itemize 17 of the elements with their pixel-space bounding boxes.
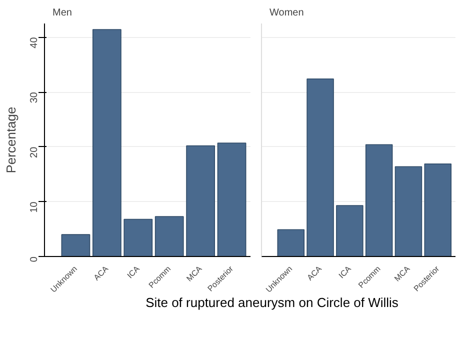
y-tick-label: 0 [29,256,40,262]
chart-title: Men [52,8,72,18]
bar [277,229,305,256]
x-axis-title: Site of ruptured aneurysm on Circle of Willis [146,294,398,312]
y-tick-label: 30 [29,92,40,104]
y-tick-label: 20 [29,146,40,158]
x-tick-label: ICA [337,264,354,280]
bar [306,78,334,256]
bar [424,163,452,256]
x-tick-label: ICA [126,264,142,280]
chart-title: Women [270,8,304,18]
y-tick-label: 10 [29,201,40,213]
bar [336,205,364,256]
bar [365,144,393,256]
y-axis-title: Percentage [4,106,18,174]
bar [394,166,422,256]
y-tick-label: 40 [29,36,40,48]
